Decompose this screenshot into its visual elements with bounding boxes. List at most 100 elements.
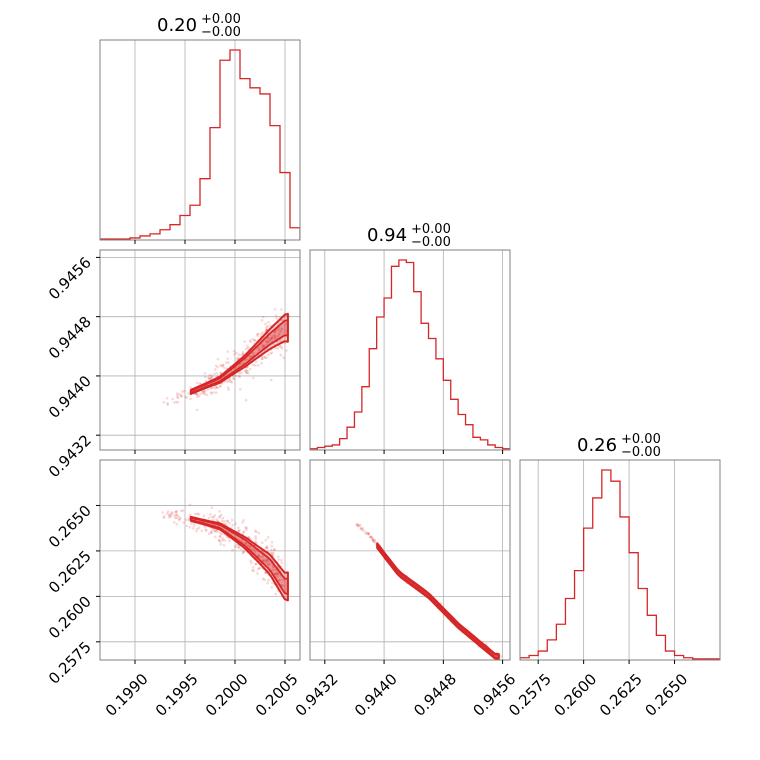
scatter-point-2-0 [184,518,188,521]
scatter-point-1-0 [266,341,269,344]
scatter-point-2-0 [264,547,267,550]
scatter-point-1-0 [279,329,283,333]
scatter-point-1-0 [174,400,178,404]
scatter-point-1-0 [219,371,223,375]
scatter-point-1-0 [249,340,252,344]
scatter-point-2-0 [204,528,207,531]
scatter-point-2-0 [192,524,196,527]
scatter-point-2-0 [221,537,224,540]
panel-2-2 [520,469,720,660]
scatter-point-1-0 [246,344,249,348]
scatter-point-2-0 [251,569,254,572]
scatter-point-1-0 [265,356,268,359]
histogram-param-1 [310,259,510,450]
scatter-point-1-0 [273,334,277,337]
scatter-point-1-0 [260,318,264,322]
xtick-label-1-0: 0.9432 [292,670,342,720]
scatter-point-2-0 [214,530,217,533]
scatter-point-1-0 [189,386,192,389]
scatter-point-1-0 [257,346,261,349]
scatter-point-2-0 [196,512,199,516]
scatter-point-1-0 [249,355,252,359]
scatter-point-2-1 [360,528,364,531]
scatter-point-2-0 [214,528,218,532]
scatter-point-1-0 [219,364,222,367]
scatter-point-2-0 [250,561,253,565]
scatter-point-2-1 [372,539,375,543]
scatter-point-1-0 [260,357,264,361]
scatter-point-2-0 [237,526,240,530]
scatter-point-1-0 [215,391,218,395]
scatter-point-1-0 [213,387,216,390]
scatter-point-1-0 [185,396,189,399]
scatter-point-2-0 [272,548,276,552]
scatter-point-2-0 [213,529,216,533]
panel-frame-2-1 [309,459,511,661]
scatter-point-2-0 [174,510,177,514]
xtick-label-1-2: 0.9448 [410,670,460,720]
scatter-point-1-0 [274,314,278,317]
scatter-point-2-1 [356,524,359,528]
scatter-point-2-1 [356,524,360,527]
scatter-point-2-0 [251,547,255,551]
scatter-point-2-0 [177,518,181,522]
scatter-point-2-0 [264,560,268,563]
scatter-point-2-0 [175,513,179,517]
scatter-point-2-0 [182,521,186,524]
scatter-point-2-1 [368,535,372,539]
scatter-point-1-0 [227,379,230,383]
scatter-point-2-0 [277,558,281,561]
scatter-point-2-1 [364,532,368,535]
scatter-point-2-0 [272,552,275,555]
scatter-point-1-0 [236,357,239,361]
title-param-2-upper: +0.00 [621,432,661,447]
scatter-point-1-0 [175,392,179,395]
scatter-point-2-0 [204,525,207,529]
scatter-point-2-0 [188,526,192,529]
scatter-point-1-0 [246,369,249,373]
scatter-point-1-0 [282,356,285,360]
scatter-point-2-0 [202,514,206,518]
scatter-point-2-0 [220,519,224,522]
scatter-point-2-0 [266,559,270,563]
scatter-point-2-0 [265,546,268,549]
scatter-point-1-0 [227,388,230,391]
scatter-point-1-0 [233,353,236,356]
scatter-point-1-0 [274,336,278,339]
scatter-point-1-0 [277,327,281,330]
scatter-point-1-0 [187,392,190,395]
scatter-point-2-0 [262,558,266,562]
scatter-point-2-0 [243,542,247,545]
ytick-label-1-2: 0.9448 [45,313,95,363]
scatter-point-1-0 [267,339,271,343]
contour-inner-1-0 [189,319,289,394]
scatter-point-1-0 [237,371,241,375]
scatter-point-1-0 [269,324,272,328]
scatter-point-1-0 [267,339,271,342]
scatter-point-2-0 [252,548,256,552]
scatter-point-2-0 [251,566,255,569]
scatter-point-2-0 [169,513,173,516]
ytick-label-2-1: 0.2600 [45,592,95,642]
scatter-point-2-0 [226,520,229,523]
scatter-point-2-0 [180,509,183,513]
scatter-point-1-0 [272,333,276,337]
ytick-label-2-3: 0.2650 [45,502,95,552]
scatter-point-1-0 [252,376,255,380]
scatter-point-1-0 [206,388,210,391]
scatter-point-2-0 [162,515,166,518]
scatter-point-1-0 [195,381,199,385]
scatter-point-2-0 [270,540,274,544]
scatter-point-2-0 [228,539,232,543]
scatter-point-2-0 [219,540,222,543]
scatter-point-2-0 [172,520,176,524]
scatter-point-1-0 [179,395,183,398]
title-param-1-upper: +0.00 [411,222,451,237]
scatter-point-2-0 [238,529,241,532]
scatter-point-2-0 [174,513,178,517]
scatter-point-1-0 [202,390,206,394]
scatter-point-1-0 [210,374,213,377]
scatter-point-1-0 [272,336,276,339]
scatter-point-2-0 [257,555,261,558]
